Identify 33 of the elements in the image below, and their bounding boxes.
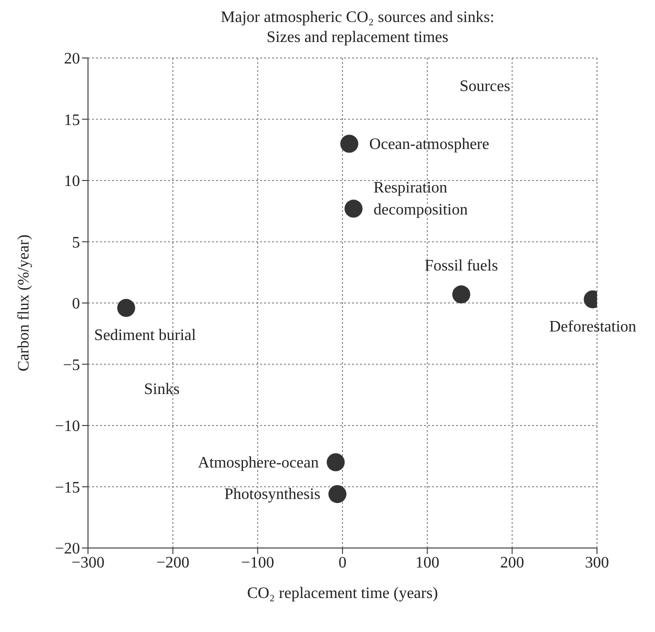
series-label: Photosynthesis [224,486,320,504]
chart-title: Major atmospheric CO₂ sources and sinks: [220,8,496,28]
series-label: Respiration decomposition [374,180,468,219]
series-label: Deforestation [549,318,636,336]
point [344,200,363,218]
y-tick-label: 5 [72,234,80,252]
x-tick-label: −200 [156,554,190,572]
y-axis-title: Carbon flux (%/year) [16,234,33,372]
y-tick-label: −15 [54,479,80,496]
point [328,485,346,504]
chart-subtitle: Sizes and replacement times [266,28,450,48]
series-label: Ocean-atmosphere [369,136,490,153]
annotation: Sources [460,78,510,96]
point [340,134,358,153]
y-tick-label: −5 [62,356,80,374]
series-label: Sediment burial [94,326,196,344]
y-tick-label: 10 [64,173,80,190]
series-label: Fossil fuels [424,257,498,274]
point [452,285,470,304]
series-label: Atmosphere-ocean [198,454,319,472]
x-tick-label: 200 [500,554,524,572]
point [117,298,136,317]
x-tick-label: 0 [338,554,346,572]
y-tick-label: 20 [64,50,80,68]
y-tick-label: 0 [72,296,80,313]
x-tick-label: −100 [241,554,274,572]
y-tick-label: 15 [64,112,80,129]
point [326,453,345,472]
annotation: Sinks [144,381,180,400]
y-tick-label: −10 [54,418,80,436]
x-axis-title: CO₂ replacement time (years) [247,585,438,602]
x-tick-label: 100 [415,554,440,572]
x-tick-label: 300 [585,554,609,572]
